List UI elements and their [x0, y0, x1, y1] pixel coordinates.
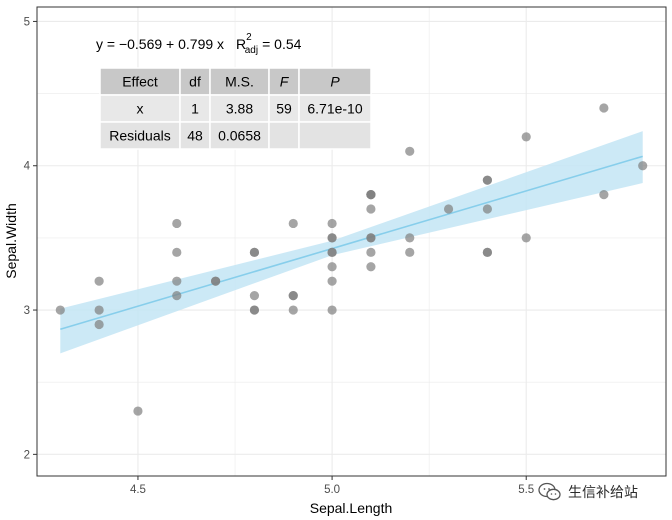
data-point-29: [366, 247, 376, 257]
r-squared-superscript: 2: [246, 32, 252, 43]
x-tick-label-0: 4.5: [130, 484, 146, 496]
y-axis-ticks: 2 3 4 5: [24, 16, 37, 461]
data-point-38: [405, 146, 415, 156]
table-cell-2-3: [268, 121, 300, 150]
data-point-18: [288, 291, 298, 301]
table-header-text-0-2: M.S.: [225, 74, 254, 90]
equation-prefix: y = −0.569 + 0.799 x: [96, 36, 224, 52]
table-text-1-3: 59: [276, 101, 292, 117]
data-point-0: [55, 305, 65, 315]
data-point-47: [599, 190, 609, 200]
data-point-27: [327, 218, 337, 229]
y-tick-label-3: 5: [24, 16, 30, 28]
data-point-20: [327, 305, 337, 315]
data-point-48: [599, 103, 609, 113]
table-cell-1-1: [179, 94, 211, 123]
data-point-19: [288, 218, 298, 229]
table-cell-1-0: [99, 94, 181, 123]
data-point-15: [249, 247, 260, 257]
data-point-37: [405, 233, 415, 243]
x-axis-title: Sepal.Length: [310, 500, 393, 516]
data-point-8: [172, 218, 182, 229]
table-text-2-1: 48: [187, 128, 203, 144]
regression-equation: y = −0.569 + 0.799 x R2 adj = 0.54: [96, 32, 302, 56]
anova-table: Effect df M.S. F Px 1 3.88 59 6.71e-10 Residuals 4…: [99, 67, 372, 150]
table-text-2-0: Residuals: [109, 128, 170, 144]
table-text-1-1: 1: [191, 101, 199, 117]
data-point-49: [638, 161, 648, 171]
y-tick-label-2: 4: [24, 161, 31, 173]
wechat-icon: [538, 482, 561, 501]
table-text-1-4: 6.71e-10: [307, 101, 362, 117]
watermark-text: 生信补给站: [568, 485, 638, 501]
x-tick-label-1: 5.0: [324, 484, 340, 496]
data-point-12: [249, 305, 260, 315]
table-text-1-2: 3.88: [226, 101, 253, 117]
table-cell-2-0: [99, 121, 181, 150]
panel-border: [36, 6, 667, 477]
table-header-cell-0-2: [209, 67, 270, 96]
table-cell-1-2: [209, 94, 270, 123]
x-tick-label-2: 5.5: [518, 484, 534, 496]
data-point-45: [521, 233, 531, 243]
table-header-text-0-3: F: [280, 74, 290, 90]
data-point-2: [94, 305, 104, 315]
data-point-41: [482, 247, 492, 257]
data-point-24: [327, 247, 337, 257]
data-point-4: [133, 406, 143, 416]
fit-line-layer: [60, 155, 643, 331]
data-point-10: [211, 276, 221, 286]
data-point-1: [94, 319, 104, 330]
data-point-3: [94, 276, 104, 286]
y-tick-label-1: 3: [24, 305, 30, 317]
data-point-21: [327, 276, 337, 286]
data-point-42: [482, 204, 492, 214]
data-point-36: [405, 247, 415, 257]
table-header-text-0-4: P: [330, 74, 340, 90]
y-axis-title: Sepal.Width: [3, 203, 19, 278]
data-point-6: [172, 276, 182, 286]
data-point-44: [482, 175, 492, 185]
table-header-cell-0-4: [298, 67, 372, 96]
table-header-text-0-1: df: [189, 74, 201, 90]
table-cell-2-4: [298, 121, 372, 150]
table-cell-2-1: [179, 121, 211, 150]
x-axis-ticks: 4.5 5.0 5.5: [130, 476, 534, 496]
data-point-35: [366, 190, 376, 200]
y-tick-label-0: 2: [24, 449, 30, 461]
r-squared-symbol: R: [236, 36, 246, 52]
r-squared-value: = 0.54: [262, 36, 302, 52]
data-point-26: [327, 233, 337, 243]
table-header-cell-0-3: [268, 67, 300, 96]
data-point-32: [366, 204, 376, 214]
data-point-46: [521, 132, 531, 142]
table-text-1-0: x: [137, 101, 144, 117]
table-header-text-0-0: Effect: [122, 74, 158, 90]
watermark: 生信补给站: [538, 481, 638, 503]
data-point-31: [366, 233, 376, 243]
data-point-28: [366, 262, 376, 272]
data-point-7: [172, 247, 182, 257]
table-cell-2-2: [209, 121, 270, 150]
data-point-39: [443, 204, 454, 214]
fit-line: [60, 155, 643, 331]
points-layer: [55, 103, 648, 416]
r-squared-subscript: adj: [245, 45, 258, 56]
table-text-2-2: 0.0658: [218, 128, 261, 144]
data-point-22: [327, 262, 337, 272]
data-point-13: [249, 291, 260, 301]
data-point-16: [288, 305, 298, 315]
data-point-5: [172, 291, 182, 301]
